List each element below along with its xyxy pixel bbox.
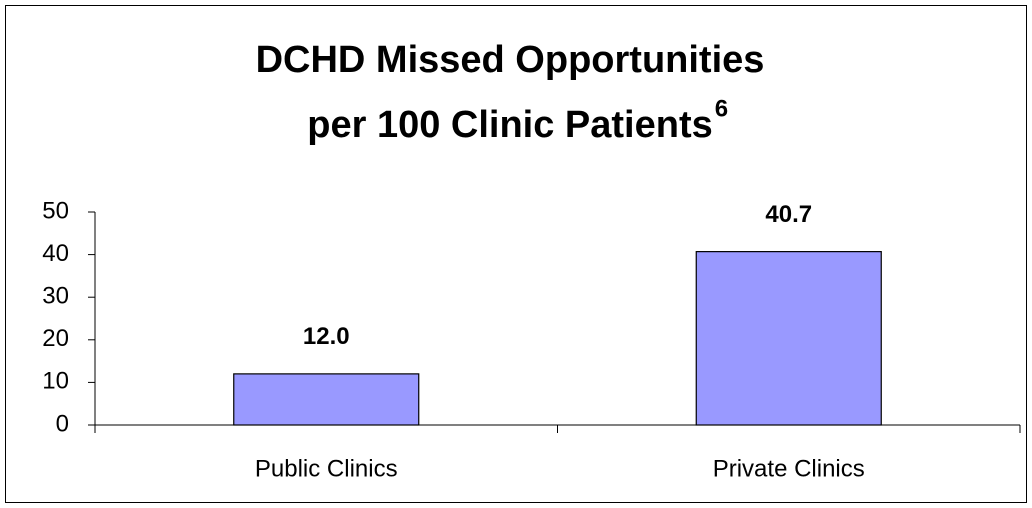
chart-title: per 100 Clinic Patients [307,104,713,146]
y-tick-label: 0 [56,410,69,437]
title-superscript: 6 [715,95,728,122]
bar [233,373,420,426]
y-tick-label: 40 [42,240,69,267]
y-tick-label: 10 [42,368,69,395]
data-label: 40.7 [765,201,812,228]
y-tick-label: 50 [42,197,69,224]
x-tick-label: Private Clinics [713,455,865,482]
y-tick-label: 30 [42,283,69,310]
chart-title: DCHD Missed Opportunities [256,39,765,81]
x-tick-label: Public Clinics [255,455,398,482]
y-tick-label: 20 [42,325,69,352]
bar [695,251,882,426]
data-label: 12.0 [303,323,350,350]
